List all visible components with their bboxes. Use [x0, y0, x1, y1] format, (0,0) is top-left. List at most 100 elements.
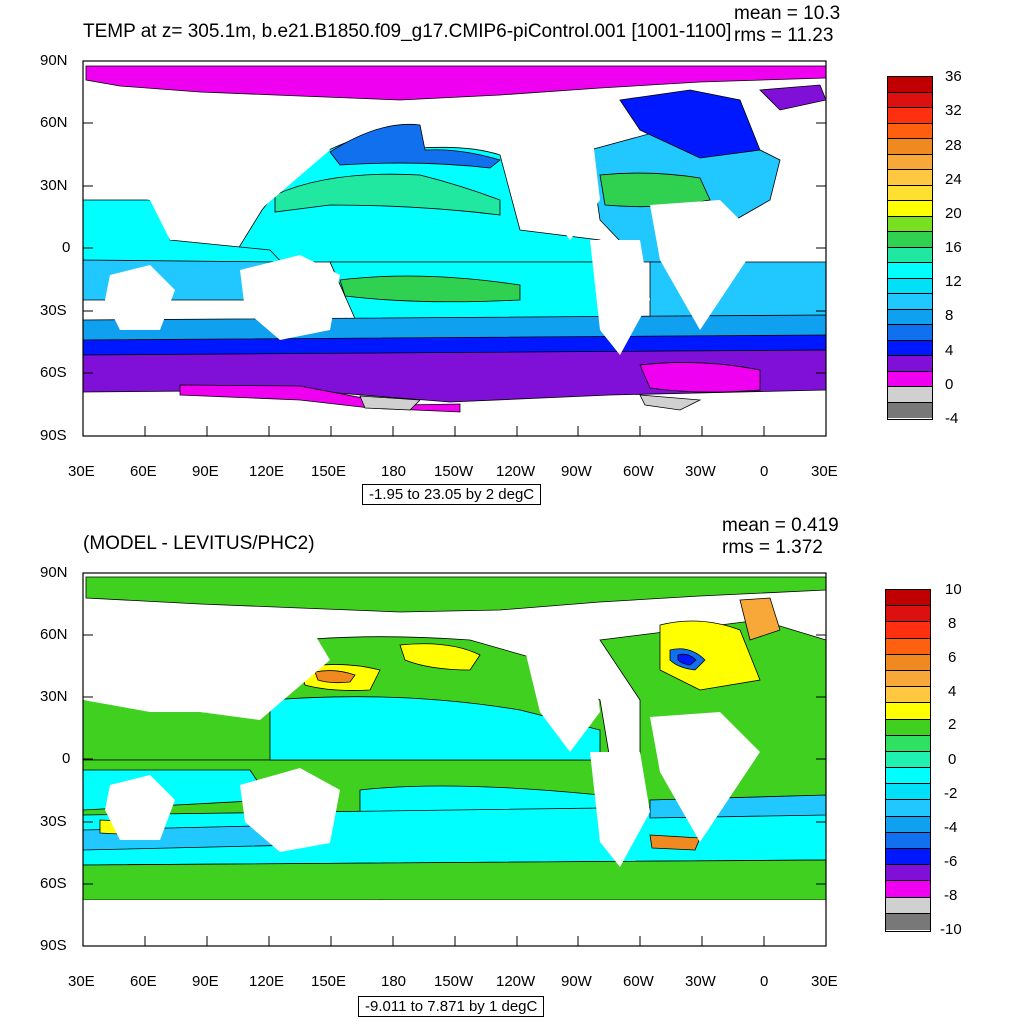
panel1-colorbar-label: 0: [945, 376, 954, 393]
panel1-lat-tick: 90N: [40, 52, 68, 69]
colorbar-swatch: [886, 670, 930, 688]
colorbar-swatch: [888, 371, 932, 387]
panel1-lat-tick: 90S: [40, 427, 67, 444]
colorbar-swatch: [888, 170, 932, 186]
panel2-lon-tick: 30E: [68, 973, 95, 990]
panel2-lon-tick: 60E: [130, 973, 157, 990]
colorbar-swatch: [886, 606, 930, 623]
colorbar-swatch: [886, 849, 930, 866]
panel1-lat-tick: 60N: [40, 114, 68, 131]
panel1-colorbar-label: -4: [945, 410, 959, 427]
panel1-lon-tick: 120E: [249, 463, 285, 480]
colorbar-swatch: [888, 263, 932, 279]
colorbar-swatch: [888, 232, 932, 248]
colorbar-swatch: [888, 154, 932, 170]
panel2-lon-tick: 30E: [811, 973, 838, 990]
panel2-map: [83, 573, 826, 946]
panel1-colorbar-label: 12: [945, 273, 962, 290]
colorbar-swatch: [888, 201, 932, 217]
colorbar-swatch: [886, 768, 930, 785]
colorbar-swatch: [886, 654, 930, 671]
panel2-lat-tick: 0: [62, 750, 71, 767]
panel1-colorbar-label: 32: [945, 102, 962, 119]
panel2-colorbar-label: -6: [944, 853, 958, 870]
colorbar-swatch: [886, 703, 930, 720]
panel1-lat-tick: 30N: [40, 177, 68, 194]
colorbar-swatch: [888, 278, 932, 294]
panel2-ticks: [82, 572, 827, 947]
panel1-lat-tick: 30S: [40, 302, 67, 319]
panel1-lon-tick: 180: [381, 463, 407, 480]
panel2-range-label: -9.011 to 7.871 by 1 degC: [358, 996, 545, 1017]
colorbar-swatch: [886, 590, 930, 607]
panel2-colorbar-label: 0: [948, 751, 957, 768]
colorbar-swatch: [886, 638, 930, 655]
colorbar-swatch: [886, 784, 930, 801]
panel1-colorbar-label: 28: [945, 137, 962, 154]
panel2-colorbar-label: 8: [948, 615, 957, 632]
panel1-colorbar-label: 8: [945, 307, 954, 324]
colorbar-swatch: [886, 865, 930, 882]
panel2-lat-tick: 60N: [40, 626, 68, 643]
panel2-lon-tick: 90E: [192, 973, 219, 990]
panel1-lon-tick: 150E: [311, 463, 347, 480]
panel1-lon-tick: 60W: [623, 463, 654, 480]
panel1-ticks: [82, 60, 827, 437]
panel1-lon-tick: 60E: [130, 463, 157, 480]
panel1-range-label: -1.95 to 23.05 by 2 degC: [362, 484, 542, 505]
panel2-lon-tick: 150W: [434, 973, 474, 990]
panel2-lon-tick: 180: [381, 973, 407, 990]
panel2-title: (MODEL - LEVITUS/PHC2): [83, 533, 315, 554]
panel2-lat-tick: 30S: [40, 813, 67, 830]
panel1-colorbar-label: 20: [945, 205, 962, 222]
panel2-lat-tick: 90S: [40, 937, 67, 954]
colorbar-swatch: [886, 622, 930, 639]
panel1-colorbar-label: 16: [945, 239, 962, 256]
panel1-mean: mean = 10.3: [734, 3, 841, 24]
colorbar-swatch: [888, 216, 932, 232]
panel1-colorbar-label: 4: [945, 342, 954, 359]
panel1-lon-tick: 90W: [561, 463, 592, 480]
colorbar-swatch: [886, 897, 930, 914]
colorbar-swatch: [886, 751, 930, 769]
colorbar-swatch: [888, 139, 932, 155]
panel1-colorbar: [887, 76, 933, 420]
colorbar-swatch: [888, 92, 932, 108]
panel2-colorbar-label: 4: [948, 683, 957, 700]
colorbar-swatch: [888, 77, 932, 93]
colorbar-swatch: [888, 108, 932, 124]
panel2-lon-tick: 120W: [496, 973, 536, 990]
colorbar-swatch: [888, 356, 932, 372]
panel2-colorbar-label: 10: [945, 581, 962, 598]
panel1-lon-tick: 30W: [685, 463, 716, 480]
colorbar-swatch: [886, 816, 930, 833]
colorbar-swatch: [888, 340, 932, 356]
panel2-lat-tick: 90N: [40, 564, 68, 581]
colorbar-swatch: [886, 687, 930, 704]
panel1-colorbar-label: 24: [945, 171, 962, 188]
panel2-colorbar-label: -10: [940, 921, 962, 938]
colorbar-swatch: [886, 832, 930, 849]
panel2-lon-tick: 120E: [249, 973, 285, 990]
panel2-lon-tick: 60W: [623, 973, 654, 990]
panel2-colorbar: [885, 589, 931, 932]
colorbar-swatch: [886, 735, 930, 752]
panel1-title: TEMP at z= 305.1m, b.e21.B1850.f09_g17.C…: [83, 21, 732, 42]
panel1-map: [83, 61, 826, 436]
panel1-colorbar-label: 36: [945, 68, 962, 85]
panel2-lat-tick: 30N: [40, 688, 68, 705]
panel1-lat-tick: 60S: [40, 364, 67, 381]
panel1-rms: rms = 11.23: [734, 25, 834, 46]
panel1-lon-tick: 30E: [811, 463, 838, 480]
colorbar-swatch: [888, 185, 932, 201]
panel2-colorbar-label: 6: [948, 649, 957, 666]
panel1-lat-tick: 0: [62, 239, 71, 256]
panel1-lon-tick: 0: [760, 463, 769, 480]
panel2-lon-tick: 0: [760, 973, 769, 990]
panel2-lon-tick: 30W: [685, 973, 716, 990]
colorbar-swatch: [888, 309, 932, 325]
panel2-lat-tick: 60S: [40, 875, 67, 892]
panel2-colorbar-label: -2: [944, 785, 958, 802]
colorbar-swatch: [888, 325, 932, 341]
